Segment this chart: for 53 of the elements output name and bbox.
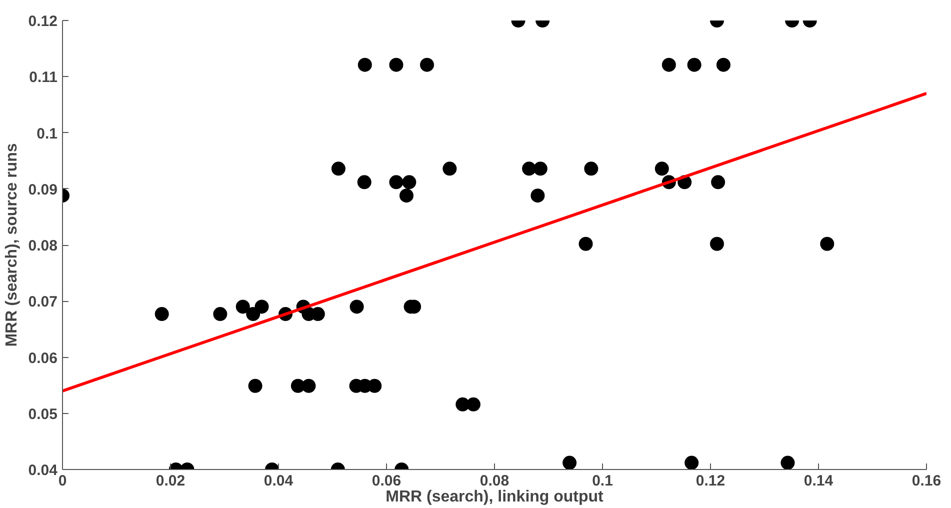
y-tick-label: 0.07 [28,294,58,311]
point [420,58,434,72]
point [522,162,536,176]
point [578,236,593,251]
point [584,162,598,176]
point [399,188,414,203]
point [236,300,250,314]
y-tick-label: 0.04 [28,462,58,479]
point [780,456,795,470]
point [350,300,364,314]
y-tick-label: 0.09 [28,181,58,198]
x-axis-title: MRR (search), linking output [386,488,604,506]
y-tick-label: 0.11 [29,69,58,86]
point [716,58,730,72]
point [248,378,262,393]
x-tick-label: 0.02 [156,472,186,490]
point [710,236,724,251]
x-tick-label: 0.06 [372,472,402,490]
point [711,175,726,190]
point [254,300,269,314]
point [357,175,372,190]
point [466,397,480,412]
point [820,236,834,251]
point [684,456,699,470]
point [533,162,548,176]
point [562,456,577,470]
x-tick-label: 0.04 [264,472,294,490]
point [687,58,702,72]
point [302,378,316,393]
y-tick-label: 0.12 [28,13,58,30]
point [389,58,404,72]
x-tick-label: 0.16 [912,472,942,490]
y-tick-label: 0.06 [28,350,58,367]
x-tick-label: 0 [58,472,67,490]
point [662,58,676,72]
x-tick-label: 0.08 [480,472,510,490]
x-tick-label: 0.12 [696,472,726,490]
y-tick-label: 0.08 [28,238,58,254]
point [368,378,382,393]
point [402,175,416,190]
y-tick-label: 0.05 [28,406,58,423]
point [389,175,404,190]
y-axis-title: MRR (search), source runs [3,143,20,347]
point [654,162,669,176]
x-tick-label: 0.1 [592,472,613,490]
point [213,307,228,322]
point [331,162,346,176]
point [154,307,169,322]
y-tick-label: 0.1 [36,125,58,142]
point [442,162,457,176]
point [358,58,372,72]
point [530,188,545,203]
x-tick-label: 0.14 [804,472,834,490]
